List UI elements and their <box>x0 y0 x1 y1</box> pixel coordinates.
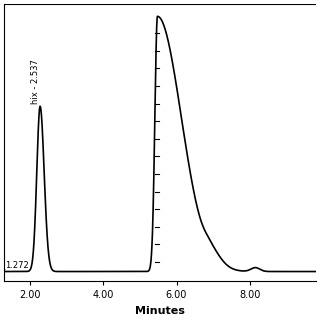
Text: hix - 2.537: hix - 2.537 <box>31 59 40 104</box>
Text: 1.272: 1.272 <box>5 260 29 269</box>
X-axis label: Minutes: Minutes <box>135 306 185 316</box>
